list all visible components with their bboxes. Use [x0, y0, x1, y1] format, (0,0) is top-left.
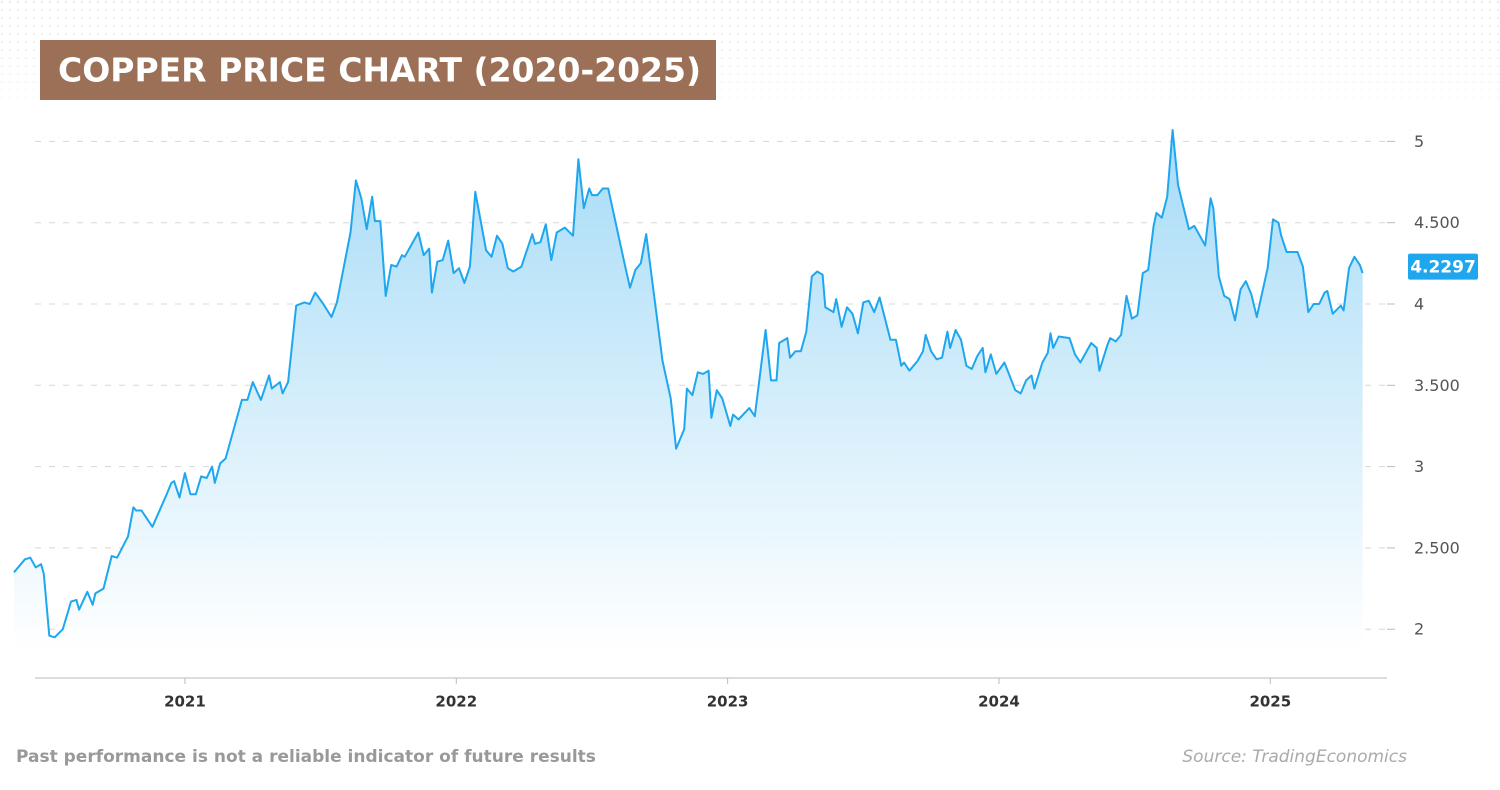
x-tick-label: 2024 — [978, 693, 1020, 711]
chart-title: COPPER PRICE CHART (2020-2025) — [58, 51, 701, 90]
y-tick-label: 5 — [1414, 132, 1424, 151]
x-tick-label: 2023 — [707, 693, 749, 711]
y-tick-label: 3.500 — [1414, 376, 1460, 395]
y-tick-label: 2.500 — [1414, 538, 1460, 557]
price-line — [13, 129, 1364, 639]
x-tick-label: 2022 — [435, 693, 477, 711]
y-tick-label: 4.500 — [1414, 213, 1460, 232]
axes: 2 2.500 3 3.500 4 4.500 5 2021 2022 2023 2024 2025 4… — [164, 132, 1478, 711]
footnote: Past performance is not a reliable indic… — [16, 747, 596, 767]
y-tick-label: 3 — [1414, 457, 1424, 476]
y-tick-label: 2 — [1414, 620, 1424, 639]
source: Source: TradingEconomics — [1182, 747, 1407, 767]
x-tick-label: 2025 — [1249, 693, 1291, 711]
y-tick-label: 4 — [1414, 295, 1424, 314]
current-value-label: 4.2297 — [1410, 258, 1476, 278]
plot — [13, 129, 1364, 652]
current-value-tag — [1408, 253, 1478, 280]
title-box — [40, 40, 716, 100]
x-tick-label: 2021 — [164, 693, 206, 711]
